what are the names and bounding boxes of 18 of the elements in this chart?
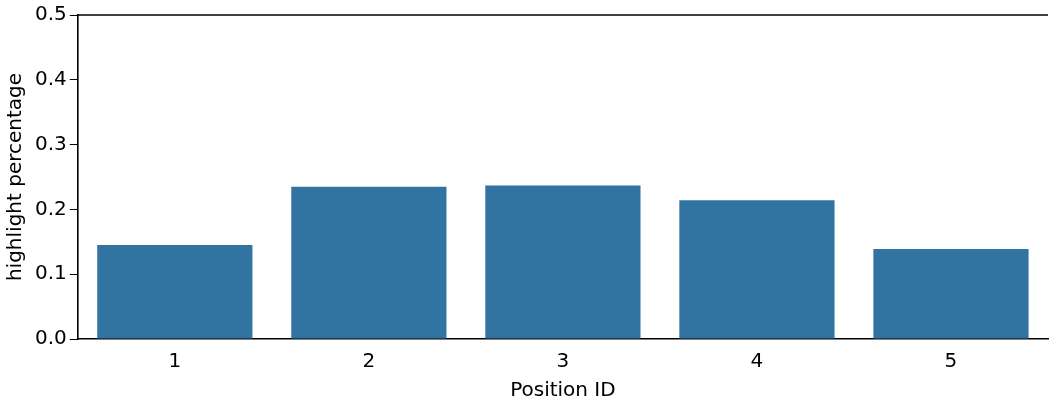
y-tick-label: 0.4: [34, 66, 67, 90]
x-axis-title: Position ID: [510, 377, 616, 402]
x-tick-label: 1: [168, 348, 182, 373]
x-tick-label: 2: [362, 348, 376, 373]
bar: [291, 186, 447, 339]
y-axis-title: highlight percentage: [2, 72, 27, 282]
y-tick-label: 0.3: [34, 130, 67, 155]
y-tick-label: 0.5: [34, 1, 67, 26]
x-tick-label: 3: [556, 348, 570, 373]
bar: [485, 185, 641, 339]
y-tick-label: 0.2: [34, 195, 67, 220]
x-tick-label: 4: [750, 348, 764, 373]
bar: [679, 200, 835, 339]
bar: [873, 248, 1029, 339]
bar: [97, 245, 253, 339]
x-tick-label: 5: [944, 348, 958, 373]
y-tick-label: 0.0: [34, 325, 67, 350]
y-tick-label: 0.1: [34, 260, 67, 285]
